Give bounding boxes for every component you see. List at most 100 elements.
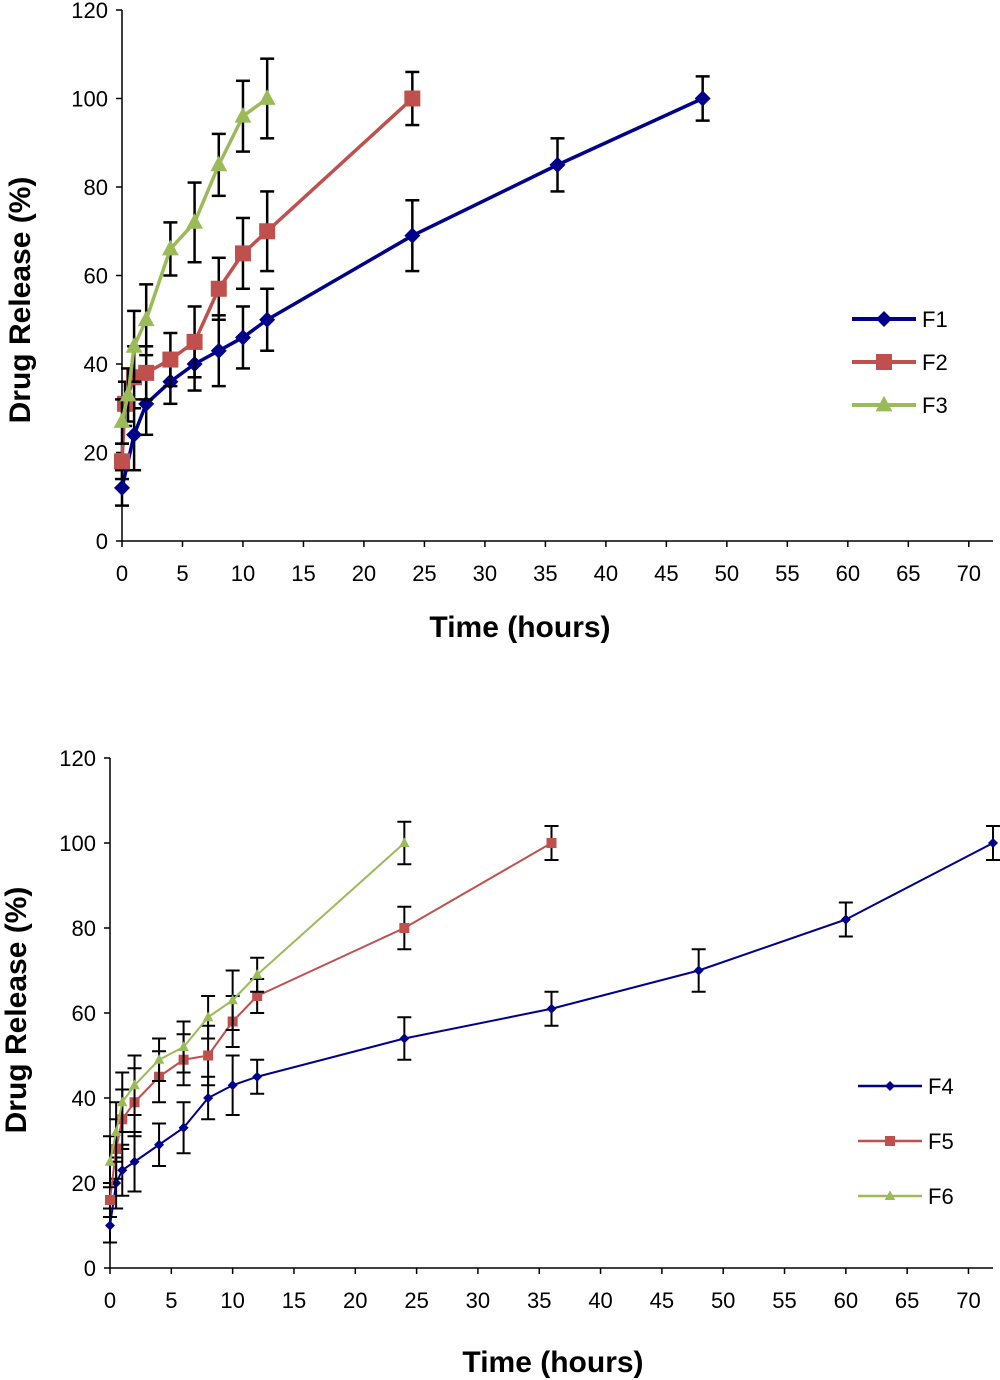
x-tick-label: 30 xyxy=(473,561,497,586)
data-point xyxy=(399,1033,410,1044)
x-tick-label: 0 xyxy=(116,561,128,586)
x-tick-label: 35 xyxy=(527,1288,551,1313)
data-point xyxy=(117,1165,128,1176)
x-tick-label: 20 xyxy=(352,561,376,586)
data-point xyxy=(153,1054,165,1064)
data-point xyxy=(162,351,179,368)
data-point xyxy=(258,89,276,105)
data-point xyxy=(186,333,203,350)
data-point xyxy=(399,923,410,933)
legend-label: F6 xyxy=(928,1184,954,1209)
legend-item-f4: F4 xyxy=(858,1074,954,1099)
data-point xyxy=(178,1122,189,1133)
series-line xyxy=(120,97,414,462)
data-point xyxy=(251,969,263,979)
y-tick-label: 80 xyxy=(72,916,96,941)
data-point xyxy=(105,1195,115,1205)
data-point xyxy=(104,1156,116,1166)
data-point xyxy=(227,994,238,1005)
legend-label: F2 xyxy=(922,350,948,375)
data-point xyxy=(137,310,155,327)
y-tick-label: 120 xyxy=(71,0,108,23)
data-point xyxy=(234,329,251,346)
legend-item-f2: F2 xyxy=(852,350,948,375)
data-point xyxy=(117,1096,128,1107)
legend-swatch-marker xyxy=(876,311,892,327)
x-tick-label: 60 xyxy=(836,561,860,586)
data-point xyxy=(227,1080,238,1091)
y-tick-label: 0 xyxy=(96,529,108,554)
legend-label: F5 xyxy=(928,1129,954,1154)
legend-label: F3 xyxy=(922,393,948,418)
x-tick-label: 30 xyxy=(466,1288,490,1313)
y-tick-label: 60 xyxy=(84,264,108,289)
data-point xyxy=(234,245,251,262)
x-tick-label: 65 xyxy=(896,561,920,586)
x-tick-label: 55 xyxy=(772,1288,796,1313)
chart-bottom-f4-f6: Drug Release (%) Time (hours) 0 20 40 60 80 1… xyxy=(0,746,1000,1379)
data-point xyxy=(178,1041,189,1051)
y-tick-label: 20 xyxy=(84,441,108,466)
data-point xyxy=(693,965,704,976)
y-tick-label: 20 xyxy=(72,1171,96,1196)
y-tick-label: 0 xyxy=(84,1256,96,1281)
data-point xyxy=(252,991,263,1001)
x-tick-label: 50 xyxy=(711,1288,735,1313)
x-tick-label: 40 xyxy=(594,561,618,586)
x-tick-label: 50 xyxy=(715,561,739,586)
x-axis-title: Time (hours) xyxy=(429,611,610,644)
x-tick-label: 45 xyxy=(650,1288,674,1313)
y-axis-title: Drug Release (%) xyxy=(0,887,33,1134)
data-point xyxy=(210,280,227,297)
data-point xyxy=(129,1156,140,1167)
data-point xyxy=(202,1011,214,1022)
legend-swatch-marker xyxy=(875,395,893,412)
x-tick-label: 15 xyxy=(282,1288,306,1313)
series-f4 xyxy=(103,825,1000,1244)
legend-swatch-marker xyxy=(885,1136,895,1146)
data-point xyxy=(138,364,155,381)
data-point xyxy=(404,90,421,107)
x-tick-label: 10 xyxy=(220,1288,244,1313)
data-point xyxy=(546,838,557,848)
y-tick-label: 100 xyxy=(59,831,96,856)
y-tick-label: 60 xyxy=(72,1001,96,1026)
data-point xyxy=(546,1003,557,1014)
x-tick-label: 10 xyxy=(231,561,255,586)
legend-label: F1 xyxy=(922,307,948,332)
legend-swatch-marker xyxy=(884,1190,896,1200)
data-point xyxy=(110,1126,122,1136)
x-tick-label: 35 xyxy=(533,561,557,586)
legend-item-f5: F5 xyxy=(858,1129,954,1154)
data-point xyxy=(129,1079,140,1090)
legend-swatch-marker xyxy=(876,354,892,370)
legend-label: F4 xyxy=(928,1074,954,1099)
x-tick-label: 70 xyxy=(957,561,981,586)
series-f1 xyxy=(114,75,711,507)
data-point xyxy=(259,311,276,328)
data-point xyxy=(125,337,143,353)
data-point xyxy=(203,1093,214,1103)
series-line xyxy=(109,842,406,1162)
data-point xyxy=(234,107,252,123)
x-tick-label: 25 xyxy=(412,561,436,586)
series-f6 xyxy=(103,820,412,1189)
x-tick-label: 20 xyxy=(343,1288,367,1313)
y-tick-label: 120 xyxy=(59,746,96,771)
legend-item-f1: F1 xyxy=(852,307,948,332)
legend-item-f6: F6 xyxy=(858,1184,954,1209)
x-tick-label: 25 xyxy=(404,1288,428,1313)
x-tick-label: 5 xyxy=(165,1288,177,1313)
x-tick-label: 60 xyxy=(834,1288,858,1313)
data-point xyxy=(988,838,998,848)
chart-top-f1-f3: Drug Release (%) Time (hours) 0 20 40 60 80 1… xyxy=(4,0,993,644)
y-tick-label: 40 xyxy=(84,352,108,377)
series-line xyxy=(109,842,994,1226)
x-tick-label: 0 xyxy=(104,1288,116,1313)
x-tick-label: 55 xyxy=(775,561,799,586)
y-tick-label: 100 xyxy=(71,87,108,112)
y-axis-title: Drug Release (%) xyxy=(4,177,37,424)
data-point xyxy=(840,914,851,925)
data-point xyxy=(114,453,130,470)
